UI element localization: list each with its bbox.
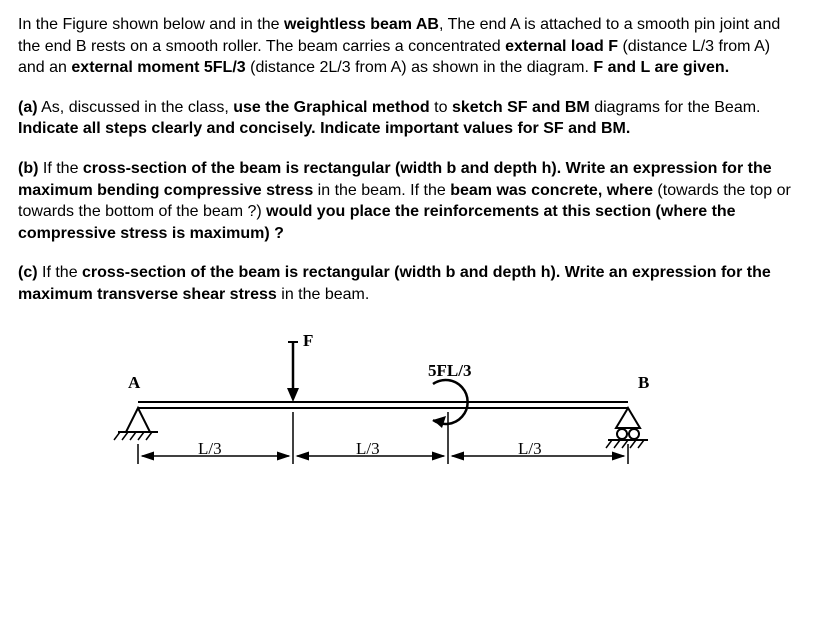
text: In the Figure shown below and in the <box>18 16 284 33</box>
text-bold: Indicate all steps clearly and concisely… <box>18 120 630 137</box>
text-bold: beam was concrete, where <box>450 182 653 199</box>
text: (distance 2L/3 from A) as shown in the d… <box>246 59 594 76</box>
text: to <box>430 99 452 116</box>
label-A: A <box>128 372 140 395</box>
text-bold: cross-section of the beam is rectangular… <box>18 264 771 303</box>
text: in the beam. If the <box>313 182 450 199</box>
part-b: (b) If the cross-section of the beam is … <box>18 158 797 244</box>
text-bold: sketch SF and BM <box>452 99 590 116</box>
label-moment: 5FL/3 <box>428 360 471 383</box>
label-seg1: L/3 <box>198 438 222 461</box>
part-label: (c) <box>18 264 38 281</box>
part-label: (a) <box>18 99 38 116</box>
text-bold: external load F <box>505 38 618 55</box>
text-bold: F and L are given. <box>593 59 729 76</box>
part-a: (a) As, discussed in the class, use the … <box>18 97 797 140</box>
text: diagrams for the Beam. <box>590 99 761 116</box>
label-F: F <box>303 330 313 353</box>
text-bold: use the Graphical method <box>233 99 429 116</box>
text: in the beam. <box>277 286 370 303</box>
problem-intro: In the Figure shown below and in the wei… <box>18 14 797 79</box>
label-seg3: L/3 <box>518 438 542 461</box>
label-seg2: L/3 <box>356 438 380 461</box>
text: If the <box>38 160 82 177</box>
text: If the <box>38 264 82 281</box>
text-bold: weightless beam AB <box>284 16 439 33</box>
part-c: (c) If the cross-section of the beam is … <box>18 262 797 305</box>
text: As, discussed in the class, <box>38 99 234 116</box>
label-B: B <box>638 372 649 395</box>
part-label: (b) <box>18 160 38 177</box>
beam-diagram: A B F 5FL/3 L/3 L/3 L/3 <box>98 324 668 494</box>
beam-svg <box>98 324 668 494</box>
text-bold: external moment 5FL/3 <box>71 59 245 76</box>
